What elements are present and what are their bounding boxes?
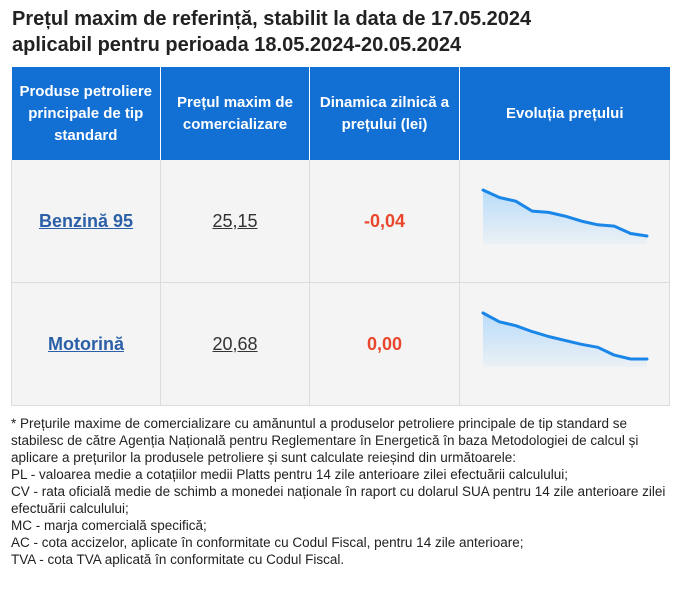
price-cell: 20,68 (160, 282, 310, 406)
header-daily-change: Dinamica zilnică a prețului (lei) (309, 67, 460, 160)
title-line-1: Prețul maxim de referință, stabilit la d… (12, 8, 532, 30)
change-cell: -0,04 (309, 160, 460, 283)
footnotes: * Prețurile maxime de comercializare cu … (11, 415, 671, 568)
table-row: Benzină 95 25,15 -0,04 (11, 160, 670, 283)
sparkline-motorina (481, 311, 648, 367)
change-cell: 0,00 (309, 282, 460, 406)
page-title: Prețul maxim de referință, stabilit la d… (12, 6, 672, 58)
title-line-2: aplicabil pentru perioada 18.05.2024-20.… (12, 34, 462, 56)
footnote-tva: TVA - cota TVA aplicată în conformitate … (11, 552, 345, 567)
price-link-motorina[interactable]: 20,68 (212, 333, 258, 354)
sparkline-line (481, 188, 648, 238)
daily-change-benzina-95: -0,04 (363, 210, 406, 231)
daily-change-motorina: 0,00 (366, 333, 403, 354)
footnote-cv: CV - rata oficială medie de schimb a mon… (11, 484, 666, 516)
footnote-intro: * Prețurile maxime de comercializare cu … (11, 416, 639, 465)
sparkline-benzina-95 (481, 188, 648, 244)
sparkline-area (482, 313, 647, 367)
price-cell: 25,15 (160, 160, 310, 283)
product-link-motorina[interactable]: Motorină (48, 333, 124, 354)
footnote-mc: MC - marja comercială specifică; (11, 518, 207, 533)
trend-cell (459, 282, 670, 406)
trend-cell (459, 160, 670, 283)
price-table: Produse petroliere principale de tip sta… (11, 67, 670, 406)
header-max-price: Prețul maxim de comercializare (160, 67, 310, 160)
header-price-evolution: Evoluția prețului (459, 67, 670, 160)
table-header-row: Produse petroliere principale de tip sta… (11, 67, 670, 160)
sparkline-line (481, 311, 648, 361)
price-link-benzina-95[interactable]: 25,15 (212, 210, 258, 231)
footnote-ac: AC - cota accizelor, aplicate în conform… (11, 535, 524, 550)
table-row: Motorină 20,68 0,00 (11, 282, 670, 406)
product-link-benzina-95[interactable]: Benzină 95 (38, 210, 134, 231)
footnote-pl: PL - valoarea medie a cotațiilor medii P… (11, 467, 569, 482)
header-products: Produse petroliere principale de tip sta… (11, 67, 161, 160)
product-cell: Motorină (11, 282, 161, 406)
product-cell: Benzină 95 (11, 160, 161, 283)
